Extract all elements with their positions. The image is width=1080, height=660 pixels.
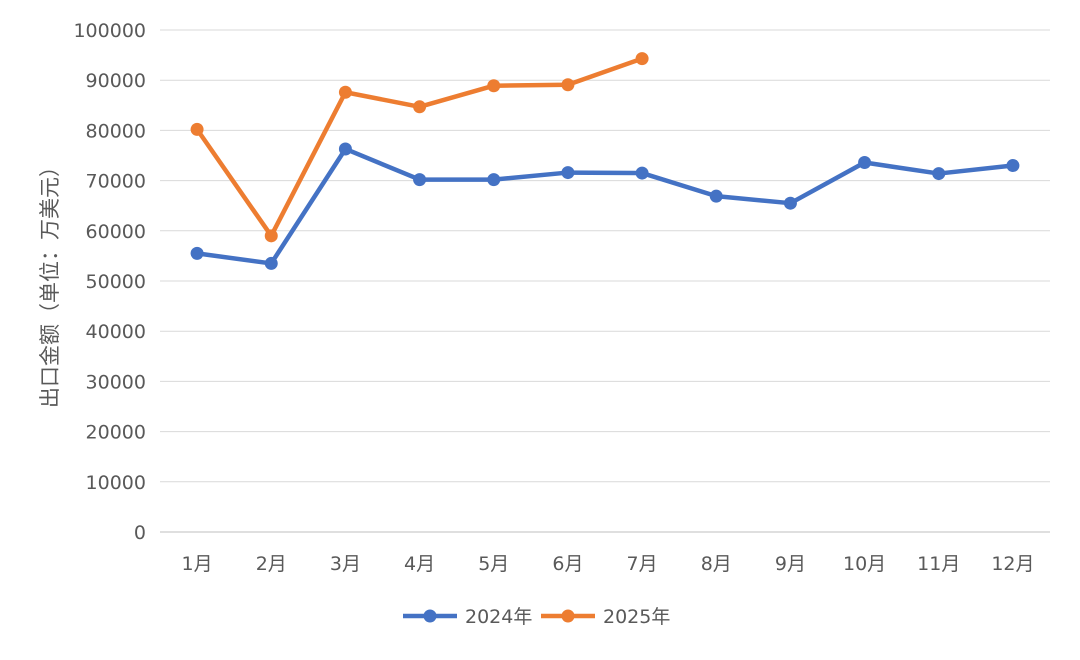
y-axis-ticks: 0 10000 20000 30000 40000 50000 60000 70000 8000… [73, 20, 146, 544]
y-tick-label: 20000 [86, 422, 146, 444]
y-axis-label: 出口金额（单位：万美元） [38, 156, 62, 408]
y-tick-label: 0 [134, 522, 146, 544]
data-point [635, 52, 649, 66]
data-point [190, 122, 204, 136]
y-tick-label: 30000 [86, 371, 146, 393]
x-tick-label: 9月 [775, 553, 806, 575]
x-tick-label: 2月 [256, 553, 287, 575]
x-tick-label: 10月 [843, 553, 886, 575]
x-tick-label: 1月 [182, 553, 213, 575]
y-tick-label: 60000 [86, 221, 146, 243]
x-tick-label: 3月 [330, 553, 361, 575]
y-tick-label: 90000 [86, 70, 146, 92]
legend-item: 2025年 [541, 606, 670, 628]
x-tick-label: 4月 [404, 553, 435, 575]
legend-marker [561, 609, 575, 623]
data-point [709, 189, 723, 203]
y-tick-label: 10000 [86, 472, 146, 494]
series-lines [190, 52, 1020, 270]
y-tick-label: 80000 [86, 120, 146, 142]
data-point [783, 196, 797, 210]
data-point [190, 246, 204, 260]
data-point [264, 256, 278, 270]
data-point [338, 142, 352, 156]
series-2024年 [190, 142, 1020, 270]
x-tick-label: 5月 [478, 553, 509, 575]
y-tick-label: 50000 [86, 271, 146, 293]
legend-marker [423, 609, 437, 623]
x-tick-label: 8月 [701, 553, 732, 575]
x-tick-label: 7月 [627, 553, 658, 575]
legend: 2024年 2025年 [403, 606, 670, 628]
legend-label: 2024年 [465, 606, 532, 628]
data-point [932, 167, 946, 181]
y-tick-label: 40000 [86, 321, 146, 343]
x-tick-label: 12月 [991, 553, 1034, 575]
data-point [413, 100, 427, 114]
legend-item: 2024年 [403, 606, 532, 628]
series-line [194, 56, 645, 239]
x-tick-label: 11月 [917, 553, 960, 575]
data-point [858, 156, 872, 170]
y-tick-label: 70000 [86, 171, 146, 193]
data-point [561, 78, 575, 92]
data-point [264, 229, 278, 243]
data-point [1006, 159, 1020, 173]
gridlines [160, 29, 1050, 533]
data-point [635, 166, 649, 180]
x-tick-label: 6月 [552, 553, 583, 575]
legend-label: 2025年 [603, 606, 670, 628]
data-point [561, 166, 575, 180]
data-point [413, 173, 427, 187]
data-point [338, 85, 352, 99]
data-point [487, 79, 501, 93]
series-line [194, 146, 1016, 266]
y-tick-label: 100000 [73, 20, 146, 42]
data-point [487, 173, 501, 187]
x-axis-ticks: 1月 2月 3月 4月 5月 6月 7月 8月 9月 10月 11月 12月 [182, 553, 1035, 575]
series-2025年 [190, 52, 649, 243]
